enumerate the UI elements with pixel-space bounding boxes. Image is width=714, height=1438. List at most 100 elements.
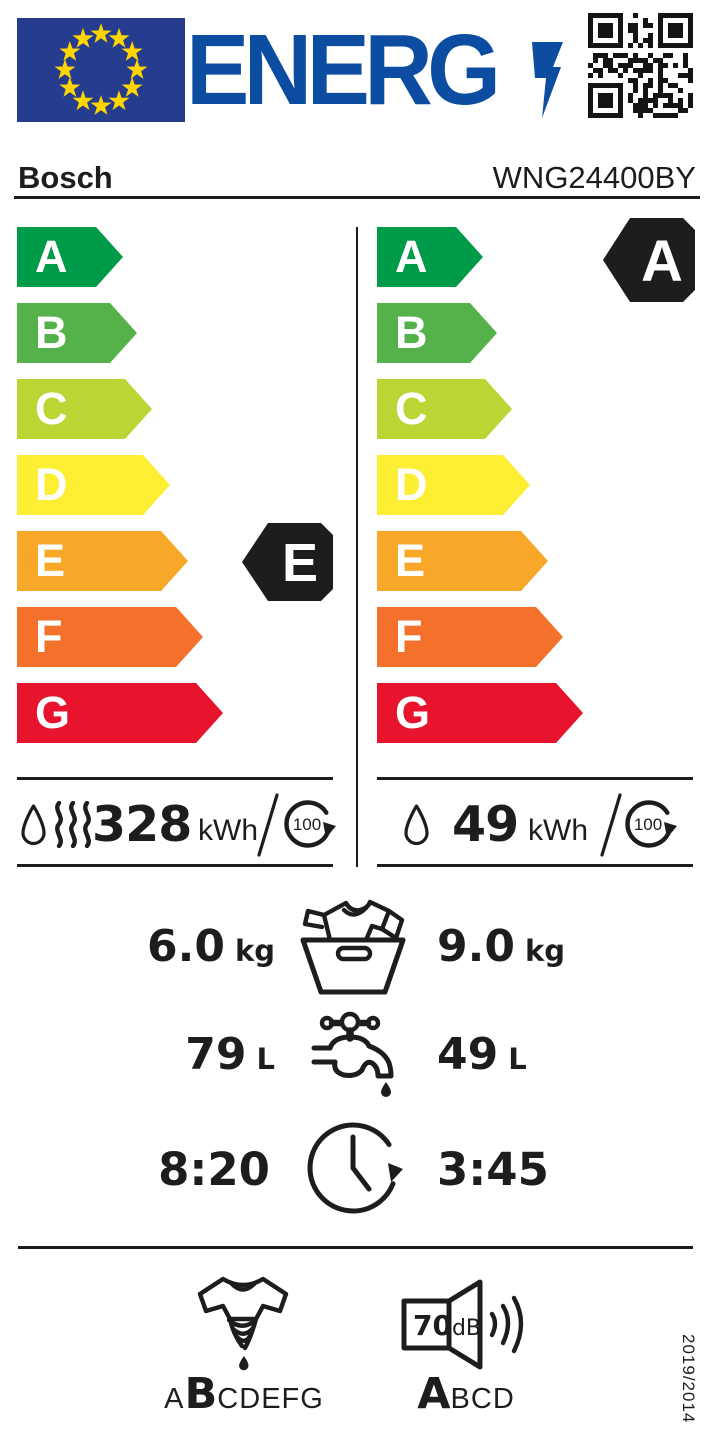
grade-arrow-letter: B [35,307,68,358]
cycle-duration-clock-icon [307,1122,403,1214]
capacity-washing-unit: kg [524,934,565,968]
grade-indicator-complete-letter: E [282,533,318,593]
grade-arrow-letter: A [395,231,428,282]
energy-logo-text: ENERG [186,14,501,126]
capacity-complete: 6.0 kg [100,925,275,969]
duration-washing: 3:45 [437,1143,549,1196]
spin-scale-letter-e: E [261,1383,282,1415]
capacity-complete-unit: kg [234,934,275,968]
water-complete: 79 L [100,1033,275,1077]
noise-db-value: 70 [413,1309,452,1342]
noise-scale-letter-a: A [417,1369,451,1419]
separator [17,777,333,780]
grade-arrow-shape [17,227,123,287]
grade-arrow-letter: E [395,535,426,586]
noise-scale-letter-d: D [492,1383,515,1415]
grade-arrow-shape [17,379,152,439]
spin-scale-letter-g: G [300,1383,324,1415]
separator [377,777,693,780]
spin-class-scale: ABCDEFG [164,1369,324,1419]
grade-arrow-a: A [377,227,714,287]
grade-arrow-letter: A [35,231,68,282]
grade-arrow-letter: C [395,383,428,434]
water-tap-icon [311,1011,394,1097]
grade-arrow-c: C [377,379,714,439]
grade-arrow-g: G [17,683,357,743]
grade-arrow-g: G [377,683,714,743]
capacity-washing-value: 9.0 [437,921,515,972]
cycles-100-value: 100 [634,815,662,834]
duration-complete: 8:20 [158,1143,270,1196]
grade-arrow-b: B [377,303,714,363]
capacity-washing: 9.0 kg [437,925,565,969]
water-complete-value: 79 [185,1029,247,1080]
noise-db-unit: dB [452,1316,481,1341]
grade-indicator-washing: A [603,218,695,302]
grade-arrow-d: D [17,455,357,515]
regulation-reference: 2019/2014 [679,1334,698,1424]
grade-arrow-letter: B [395,307,428,358]
water-washing-value: 49 [437,1029,499,1080]
noise-class-scale: ABCD [406,1369,526,1419]
water-drop-icon [21,804,46,846]
separator [18,1246,693,1249]
grade-arrow-letter: D [35,459,68,510]
qr-code [588,13,693,118]
grade-arrow-shape [17,683,223,743]
spin-scale-letter-c: C [217,1383,240,1415]
spin-scale-letter-f: F [281,1383,301,1415]
grade-arrow-letter: F [35,611,63,662]
noise-db-text: 70dB [413,1309,481,1342]
energy-value-complete: 328 [92,796,192,853]
grade-indicator-complete: E [242,523,333,601]
eu-flag [17,18,185,122]
grade-arrow-letter: G [395,687,431,738]
grade-arrow-shape [377,607,563,667]
grade-arrow-letter: E [35,535,66,586]
grade-arrow-letter: C [35,383,68,434]
grade-indicator-washing-letter: A [641,229,683,294]
grade-arrow-f: F [17,607,357,667]
water-washing-unit: L [508,1042,527,1076]
model-number: WNG24400BY [492,160,696,195]
heat-waves-icon [55,801,91,848]
center-divider [356,227,358,867]
eu-flag-stars [54,23,148,115]
separator [377,864,693,867]
laundry-basket-icon [300,899,406,995]
water-drop-icon [404,804,429,846]
grade-arrow-e: E [17,531,357,591]
header-rule [14,196,700,199]
per-slash [600,793,622,857]
grade-arrow-shape [17,455,170,515]
grade-arrow-b: B [17,303,357,363]
grade-arrow-shape [377,227,483,287]
grade-arrow-f: F [377,607,714,667]
grade-arrow-letter: F [395,611,423,662]
spin-scale-letter-d: D [239,1383,262,1415]
grade-arrow-c: C [17,379,357,439]
grade-arrow-shape [17,303,137,363]
grade-arrow-d: D [377,455,714,515]
cycles-100-value: 100 [293,815,321,834]
water-complete-unit: L [256,1042,275,1076]
lightning-bolt-icon [532,42,563,118]
grade-arrow-shape [377,379,512,439]
cycles-100-icon: 100 [284,800,336,848]
noise-scale-letter-b: B [450,1383,471,1415]
energy-value-washing: 49 [452,796,519,853]
spin-scale-letter-a: A [164,1383,185,1415]
cycles-100-icon: 100 [625,800,677,848]
grade-arrow-letter: G [35,687,71,738]
noise-scale-letter-c: C [470,1383,493,1415]
grade-arrow-e: E [377,531,714,591]
noise-speaker-icon: 70dB [401,1279,524,1370]
grade-arrow-shape [377,531,548,591]
per-slash [257,793,279,857]
grade-arrow-shape [17,607,203,667]
grade-arrow-letter: D [395,459,428,510]
energy-unit-complete: kWh [198,814,258,847]
grade-arrow-shape [377,455,530,515]
